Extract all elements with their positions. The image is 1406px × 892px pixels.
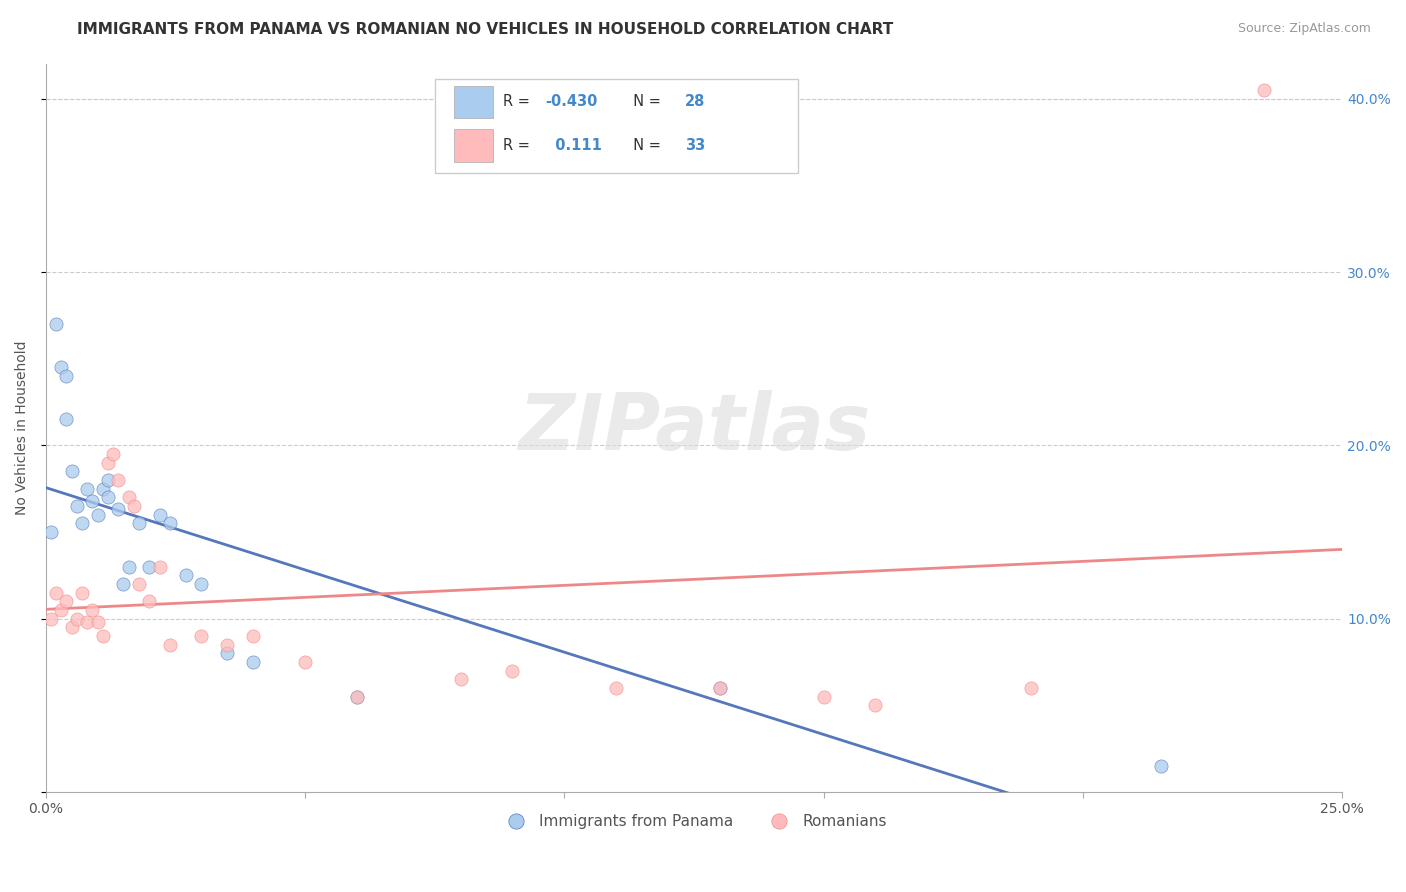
- Point: [66, 499, 89, 513]
- Point: [82, 603, 104, 617]
- FancyBboxPatch shape: [454, 86, 494, 119]
- Point: [51, 603, 73, 617]
- Point: [86, 615, 108, 629]
- Point: [813, 690, 835, 704]
- Point: [190, 577, 212, 591]
- Point: [66, 612, 89, 626]
- Point: [128, 577, 150, 591]
- Point: [294, 655, 316, 669]
- Point: [117, 491, 139, 505]
- Point: [60, 620, 83, 634]
- Point: [117, 559, 139, 574]
- Text: R =: R =: [503, 95, 534, 110]
- Point: [242, 655, 264, 669]
- Point: [346, 690, 368, 704]
- Point: [242, 629, 264, 643]
- Point: [70, 585, 93, 599]
- Point: [138, 594, 160, 608]
- Point: [138, 559, 160, 574]
- Point: [122, 499, 145, 513]
- Text: ZIPatlas: ZIPatlas: [517, 390, 870, 466]
- Text: Source: ZipAtlas.com: Source: ZipAtlas.com: [1237, 22, 1371, 36]
- Point: [55, 369, 77, 384]
- Text: -0.430: -0.430: [546, 95, 598, 110]
- Point: [39, 524, 62, 539]
- FancyBboxPatch shape: [434, 78, 797, 173]
- Point: [70, 516, 93, 531]
- Point: [217, 638, 239, 652]
- Point: [149, 559, 172, 574]
- Point: [605, 681, 627, 695]
- Point: [55, 412, 77, 426]
- Point: [346, 690, 368, 704]
- Point: [45, 585, 67, 599]
- Text: 28: 28: [685, 95, 706, 110]
- Point: [1253, 83, 1275, 97]
- Text: R =: R =: [503, 138, 534, 153]
- Point: [1019, 681, 1042, 695]
- Text: N =: N =: [624, 138, 665, 153]
- Text: IMMIGRANTS FROM PANAMA VS ROMANIAN NO VEHICLES IN HOUSEHOLD CORRELATION CHART: IMMIGRANTS FROM PANAMA VS ROMANIAN NO VE…: [77, 22, 894, 37]
- Point: [217, 646, 239, 660]
- Point: [865, 698, 887, 713]
- Point: [97, 456, 120, 470]
- Point: [190, 629, 212, 643]
- Point: [107, 473, 129, 487]
- Point: [709, 681, 731, 695]
- Point: [149, 508, 172, 522]
- Point: [501, 664, 523, 678]
- Point: [107, 502, 129, 516]
- Point: [159, 516, 181, 531]
- Point: [86, 508, 108, 522]
- Point: [76, 482, 98, 496]
- Point: [39, 612, 62, 626]
- Point: [76, 615, 98, 629]
- Point: [91, 629, 114, 643]
- Point: [709, 681, 731, 695]
- Point: [82, 493, 104, 508]
- Point: [97, 491, 120, 505]
- Point: [51, 360, 73, 375]
- Point: [55, 594, 77, 608]
- Point: [112, 577, 135, 591]
- Text: 33: 33: [685, 138, 706, 153]
- Point: [1150, 759, 1173, 773]
- Point: [101, 447, 124, 461]
- Text: 0.111: 0.111: [546, 138, 602, 153]
- Point: [128, 516, 150, 531]
- Point: [60, 464, 83, 478]
- Point: [97, 473, 120, 487]
- Point: [45, 317, 67, 331]
- Point: [159, 638, 181, 652]
- FancyBboxPatch shape: [454, 129, 494, 162]
- Text: N =: N =: [624, 95, 665, 110]
- Y-axis label: No Vehicles in Household: No Vehicles in Household: [15, 341, 30, 516]
- Point: [450, 673, 472, 687]
- Legend: Immigrants from Panama, Romanians: Immigrants from Panama, Romanians: [495, 808, 893, 835]
- Point: [174, 568, 197, 582]
- Point: [91, 482, 114, 496]
